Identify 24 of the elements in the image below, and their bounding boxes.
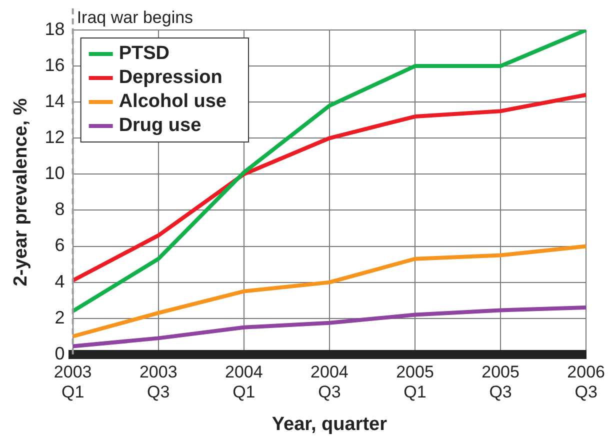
legend-label: Alcohol use (118, 91, 227, 112)
ref-line-label: Iraq war begins (76, 8, 194, 28)
y-tick-label: 14 (44, 91, 65, 112)
y-tick-label: 8 (54, 199, 65, 220)
legend-label: PTSD (118, 43, 170, 64)
y-tick-label: 0 (54, 343, 65, 364)
y-tick-label: 16 (44, 55, 65, 76)
y-tick-label: 18 (44, 18, 65, 39)
y-tick-label: 10 (44, 163, 65, 184)
x-tick-label: 2004 Q3 (310, 362, 348, 402)
x-tick-label: 2004 Q1 (224, 362, 263, 402)
x-tick-label: 2005 Q3 (482, 362, 520, 402)
legend-label: Depression (118, 67, 222, 88)
legend-label: Drug use (118, 115, 202, 136)
y-tick-label: 4 (54, 271, 65, 292)
y-axis-title: 2-year prevalence, % (10, 98, 32, 286)
x-tick-label: 2005 Q1 (396, 362, 434, 402)
y-tick-label: 6 (54, 235, 65, 256)
y-tick-label: 12 (44, 127, 65, 148)
y-tick-label: 2 (54, 307, 65, 328)
x-tick-label: 2003 Q1 (54, 362, 92, 402)
x-tick-label: 2006 Q3 (567, 362, 606, 402)
x-axis-title: Year, quarter (272, 414, 388, 435)
x-tick-label: 2003 Q3 (139, 362, 178, 402)
